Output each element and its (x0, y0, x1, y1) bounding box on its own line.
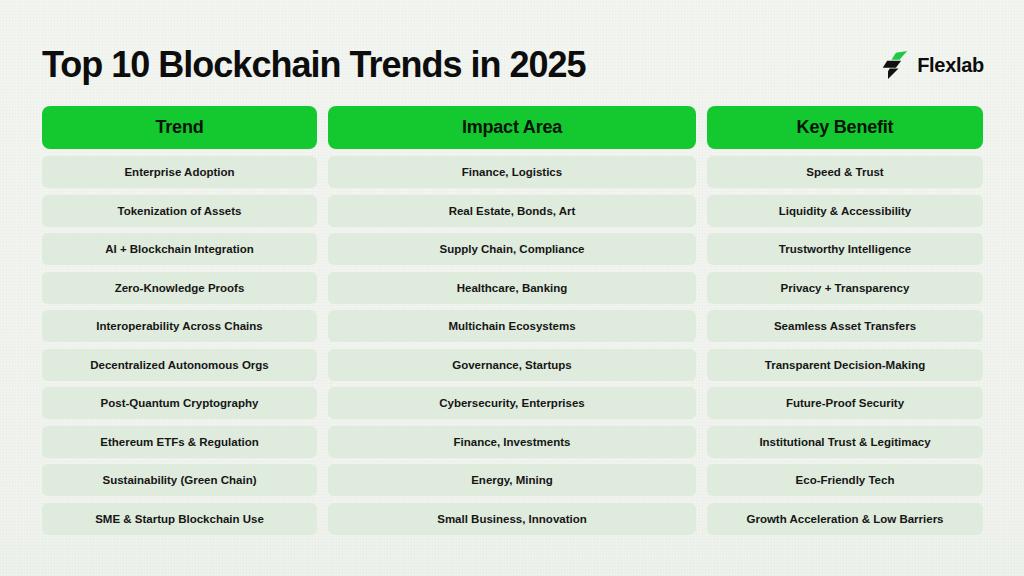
table-cell-benefit: Institutional Trust & Legitimacy (707, 426, 983, 458)
table-cell-trend: AI + Blockchain Integration (42, 233, 317, 265)
table-cell-impact: Finance, Logistics (328, 156, 696, 188)
table-cell-trend: Decentralized Autonomous Orgs (42, 349, 317, 381)
table-cell-benefit: Seamless Asset Transfers (707, 310, 983, 342)
table-cell-benefit: Future-Proof Security (707, 387, 983, 419)
table-cell-impact: Energy, Mining (328, 464, 696, 496)
table-cell-trend: Zero-Knowledge Proofs (42, 272, 317, 304)
table-cell-trend: Sustainability (Green Chain) (42, 464, 317, 496)
table-cell-benefit: Eco-Friendly Tech (707, 464, 983, 496)
brand-name: Flexlab (917, 54, 984, 77)
table-cell-trend: SME & Startup Blockchain Use (42, 503, 317, 535)
table-cell-impact: Finance, Investments (328, 426, 696, 458)
page-title: Top 10 Blockchain Trends in 2025 (42, 44, 586, 86)
table-cell-benefit: Speed & Trust (707, 156, 983, 188)
table-cell-trend: Ethereum ETFs & Regulation (42, 426, 317, 458)
table-cell-impact: Healthcare, Banking (328, 272, 696, 304)
table-header-row: Trend Impact Area Key Benefit (42, 106, 983, 149)
table-cell-impact: Multichain Ecosystems (328, 310, 696, 342)
table-cell-trend: Post-Quantum Cryptography (42, 387, 317, 419)
table-cell-trend: Enterprise Adoption (42, 156, 317, 188)
table-cell-benefit: Liquidity & Accessibility (707, 195, 983, 227)
table-header-impact: Impact Area (328, 106, 696, 149)
table-body: Enterprise Adoption Finance, Logistics Spe… (42, 156, 983, 535)
table-cell-trend: Interoperability Across Chains (42, 310, 317, 342)
table-cell-impact: Cybersecurity, Enterprises (328, 387, 696, 419)
topbar: Top 10 Blockchain Trends in 2025 Flexlab (0, 0, 1024, 96)
table-cell-impact: Governance, Startups (328, 349, 696, 381)
table-header-benefit: Key Benefit (707, 106, 983, 149)
table-cell-trend: Tokenization of Assets (42, 195, 317, 227)
table-cell-benefit: Transparent Decision-Making (707, 349, 983, 381)
table-cell-impact: Small Business, Innovation (328, 503, 696, 535)
table-cell-impact: Supply Chain, Compliance (328, 233, 696, 265)
table-cell-benefit: Privacy + Transparency (707, 272, 983, 304)
table-header-trend: Trend (42, 106, 317, 149)
table-cell-benefit: Growth Acceleration & Low Barriers (707, 503, 983, 535)
table-cell-benefit: Trustworthy Intelligence (707, 233, 983, 265)
trends-table: Trend Impact Area Key Benefit Enterprise… (42, 106, 983, 535)
flexlab-bolt-icon (881, 50, 909, 80)
table-cell-impact: Real Estate, Bonds, Art (328, 195, 696, 227)
brand-logo: Flexlab (881, 50, 984, 80)
